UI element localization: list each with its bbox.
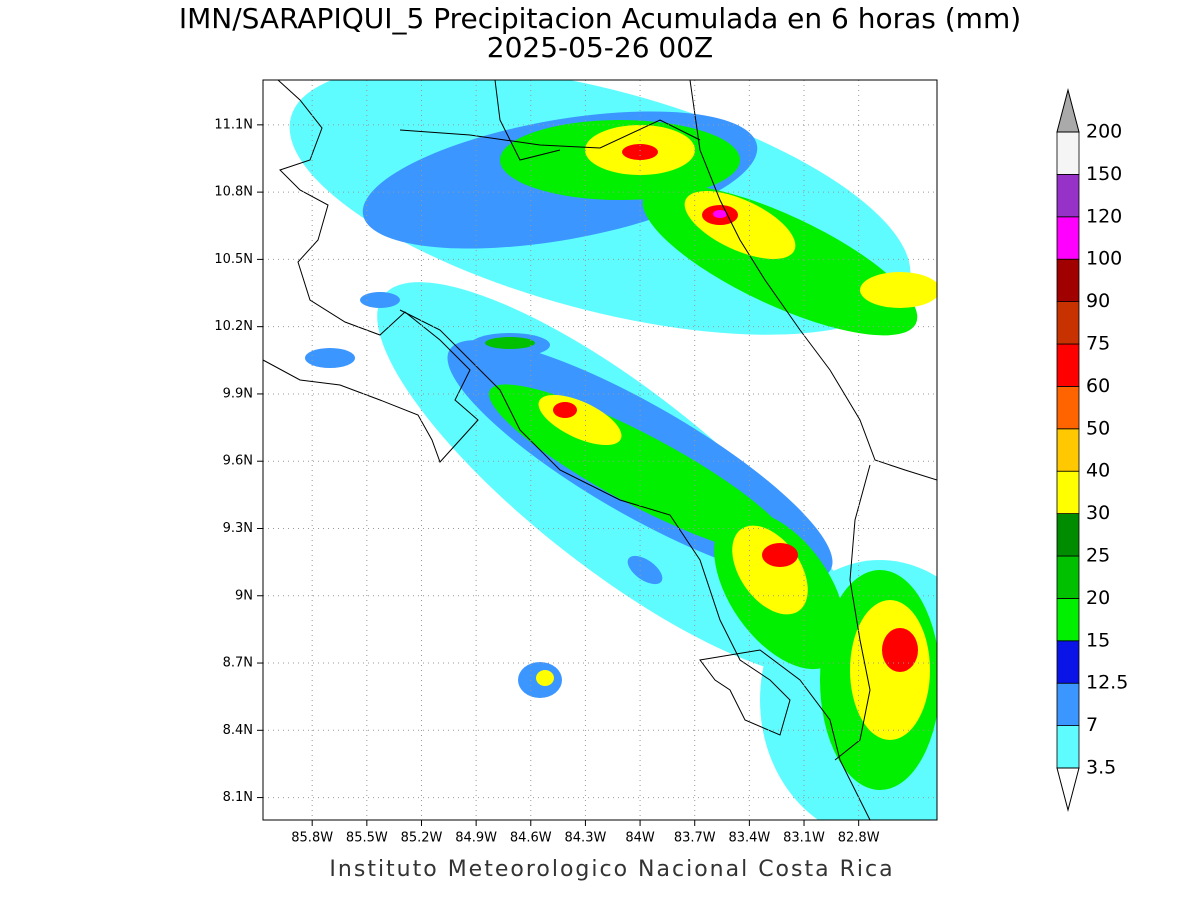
colorbar-box <box>1056 640 1080 684</box>
colorbar-label: 200 <box>1086 121 1122 143</box>
x-tick-label: 84.6W <box>510 831 552 846</box>
border <box>399 119 701 149</box>
colorbar-label: 150 <box>1086 163 1122 185</box>
colorbar-box <box>1056 258 1080 303</box>
subtitle: 2025-05-26 00Z <box>487 31 713 64</box>
x-tick-label: 82.8W <box>838 831 880 846</box>
colorbar-box <box>1056 470 1080 515</box>
colorbar-box <box>1056 385 1080 430</box>
colorbar-label: 12.5 <box>1086 672 1128 694</box>
border <box>834 464 871 761</box>
y-tick-label: 10.8N <box>214 185 253 200</box>
colorbar-box <box>1056 428 1080 472</box>
title: IMN/SARAPIQUI_5 Precipitacion Acumulada … <box>179 2 1021 35</box>
colorbar: 3.5 7 12.5 15 20 25 30 40 50 60 75 90 100 120 150 200 <box>1056 88 1128 812</box>
colorbar-label: 3.5 <box>1086 757 1116 779</box>
colorbar-label: 7 <box>1086 714 1098 736</box>
colorbar-box <box>1056 343 1080 387</box>
precip-area <box>882 628 918 672</box>
x-tick-label: 83.4W <box>728 831 770 846</box>
coastline <box>689 80 937 481</box>
precip-area <box>360 292 400 308</box>
y-tick-label: 9.9N <box>223 386 253 401</box>
coastlines <box>263 80 937 820</box>
x-tick-label: 83.1W <box>783 831 825 846</box>
colorbar-label: 15 <box>1086 629 1110 651</box>
precip-area <box>762 543 798 567</box>
colorbar-label: 30 <box>1086 502 1110 524</box>
colorbar-label: 50 <box>1086 417 1110 439</box>
y-tick-label: 9.3N <box>223 521 253 536</box>
x-tick-label: 84W <box>625 831 655 846</box>
colorbar-box <box>1056 598 1080 642</box>
colorbar-over <box>1056 88 1080 133</box>
coastline <box>399 309 871 820</box>
colorbar-under <box>1056 767 1080 812</box>
y-tick-label: 8.1N <box>223 790 253 805</box>
colorbar-box <box>1056 725 1080 769</box>
precip-area <box>860 272 937 308</box>
precip-field <box>289 80 937 820</box>
precip-area <box>553 402 577 418</box>
colorbar-label: 120 <box>1086 205 1122 227</box>
colorbar-box <box>1056 513 1080 557</box>
colorbar-box <box>1056 301 1080 345</box>
precip-area <box>713 210 727 218</box>
colorbar-label: 60 <box>1086 375 1110 397</box>
colorbar-box <box>1056 216 1080 260</box>
colorbar-label: 20 <box>1086 587 1110 609</box>
y-tick-label: 10.2N <box>214 319 253 334</box>
colorbar-label: 40 <box>1086 460 1110 482</box>
colorbar-label: 100 <box>1086 248 1122 270</box>
x-tick-label: 84.3W <box>565 831 607 846</box>
colorbar-label: 25 <box>1086 545 1110 567</box>
x-tick-label: 85.5W <box>346 831 388 846</box>
x-tick-label: 84.9W <box>455 831 497 846</box>
precip-area <box>622 144 658 160</box>
colorbar-box <box>1056 555 1080 599</box>
precip-area <box>305 348 355 368</box>
y-tick-label: 8.7N <box>223 656 253 671</box>
colorbar-box <box>1056 131 1080 175</box>
precip-area <box>850 600 930 740</box>
x-tick-label: 85.8W <box>291 831 333 846</box>
colorbar-box <box>1056 682 1080 727</box>
graticule: 85.8W 85.5W 85.2W 84.9W 84.6W 84.3W 84W 83.7W 83… <box>214 80 937 846</box>
y-tick-label: 9.6N <box>223 454 253 469</box>
x-tick-label: 83.7W <box>674 831 716 846</box>
colorbar-box <box>1056 173 1080 218</box>
y-tick-label: 8.4N <box>223 723 253 738</box>
coastline <box>263 80 479 463</box>
precip-area <box>627 555 663 585</box>
y-tick-label: 10.5N <box>214 252 253 267</box>
precip-area <box>536 670 554 686</box>
y-tick-label: 9N <box>235 588 253 603</box>
y-tick-label: 11.1N <box>214 117 253 132</box>
colorbar-label: 90 <box>1086 290 1110 312</box>
border <box>494 80 561 161</box>
precip-area <box>485 337 535 349</box>
x-tick-label: 85.2W <box>401 831 443 846</box>
map-frame <box>262 79 938 821</box>
footer: Instituto Meteorologico Nacional Costa R… <box>329 857 894 882</box>
colorbar-label: 75 <box>1086 333 1110 355</box>
